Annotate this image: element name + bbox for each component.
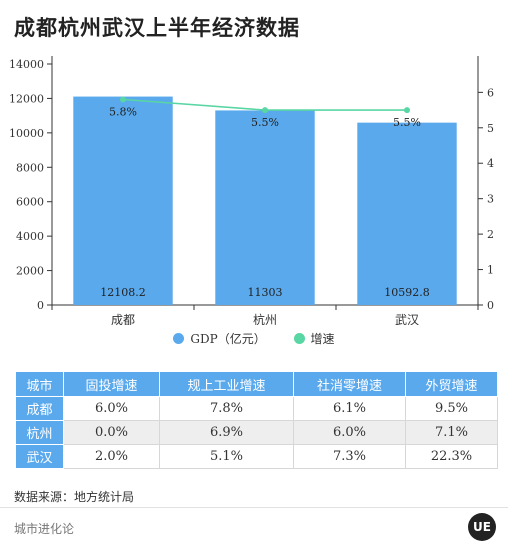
gdp-bar xyxy=(73,96,173,306)
legend-growth-label: 增速 xyxy=(310,332,335,346)
cell-value: 2.0% xyxy=(63,444,160,469)
header-fixed-investment: 固投增速 xyxy=(63,371,160,397)
left-tick-label: 8000 xyxy=(16,161,44,174)
growth-value-label: 5.5% xyxy=(251,116,279,129)
gdp-chart: 0 2000 4000 6000 8000 10000 12000 14000 0 1 2 3 4 5 6 1… xyxy=(9,56,494,325)
gdp-value-label: 12108.2 xyxy=(100,286,146,299)
cell-value: 6.0% xyxy=(63,396,160,421)
row-city: 成都 xyxy=(15,396,64,421)
left-tick-label: 0 xyxy=(37,299,44,312)
cell-value: 22.3% xyxy=(405,444,498,469)
left-tick-label: 4000 xyxy=(16,230,44,243)
right-tick-label: 5 xyxy=(487,122,494,135)
legend-growth-swatch xyxy=(293,333,305,344)
brand-logo: UE xyxy=(468,513,496,541)
right-tick-label: 3 xyxy=(487,193,494,206)
right-tick-label: 0 xyxy=(487,299,494,312)
row-city: 武汉 xyxy=(15,444,64,469)
right-tick-label: 2 xyxy=(487,228,494,241)
gdp-bar xyxy=(357,122,457,305)
cell-value: 5.1% xyxy=(159,444,294,469)
legend-gdp-swatch xyxy=(173,333,185,344)
header-retail: 社消零增速 xyxy=(293,371,406,397)
footer-divider xyxy=(0,507,508,508)
table-row: 成都 6.0% 7.8% 6.1% 9.5% xyxy=(15,396,498,421)
gdp-bar xyxy=(215,110,315,305)
gdp-value-label: 10592.8 xyxy=(384,286,430,299)
gdp-value-label: 11303 xyxy=(248,286,283,299)
table-row: 杭州 0.0% 6.9% 6.0% 7.1% xyxy=(15,420,498,445)
category-label: 成都 xyxy=(111,313,135,325)
cell-value: 0.0% xyxy=(63,420,160,445)
left-tick-label: 6000 xyxy=(16,196,44,209)
right-tick-label: 1 xyxy=(487,264,494,277)
growth-point xyxy=(120,96,126,103)
cell-value: 6.0% xyxy=(293,420,406,445)
growth-point xyxy=(262,107,268,114)
header-city: 城市 xyxy=(15,371,64,397)
data-source: 数据来源：地方统计局 xyxy=(14,490,135,504)
growth-point xyxy=(404,107,410,114)
cell-value: 7.8% xyxy=(159,396,294,421)
cell-value: 9.5% xyxy=(405,396,498,421)
left-tick-label: 10000 xyxy=(9,127,44,140)
header-industrial: 规上工业增速 xyxy=(159,371,294,397)
legend-gdp[interactable]: GDP（亿元） xyxy=(173,330,266,347)
page-title: 成都杭州武汉上半年经济数据 xyxy=(14,16,300,40)
growth-value-label: 5.5% xyxy=(393,116,421,129)
brand-name: 城市进化论 xyxy=(14,522,75,536)
category-label: 杭州 xyxy=(253,312,277,325)
legend-gdp-label: GDP（亿元） xyxy=(190,332,266,346)
growth-value-label: 5.8% xyxy=(109,105,137,118)
table-row: 武汉 2.0% 5.1% 7.3% 22.3% xyxy=(15,444,498,469)
table-header-row: 城市 固投增速 规上工业增速 社消零增速 外贸增速 xyxy=(15,371,498,397)
cell-value: 6.9% xyxy=(159,420,294,445)
cell-value: 6.1% xyxy=(293,396,406,421)
left-tick-label: 2000 xyxy=(16,265,44,278)
legend-growth[interactable]: 增速 xyxy=(293,330,335,347)
row-city: 杭州 xyxy=(15,420,64,445)
indicator-table: 城市 固投增速 规上工业增速 社消零增速 外贸增速 成都 6.0% 7.8% 6… xyxy=(15,371,498,469)
right-tick-label: 6 xyxy=(487,86,494,99)
header-trade: 外贸增速 xyxy=(405,371,498,397)
chart-legend: GDP（亿元） 增速 xyxy=(0,330,508,347)
cell-value: 7.3% xyxy=(293,444,406,469)
cell-value: 7.1% xyxy=(405,420,498,445)
right-tick-label: 4 xyxy=(487,157,494,170)
category-label: 武汉 xyxy=(395,313,419,325)
left-tick-label: 12000 xyxy=(9,92,44,105)
left-tick-label: 14000 xyxy=(9,58,44,71)
